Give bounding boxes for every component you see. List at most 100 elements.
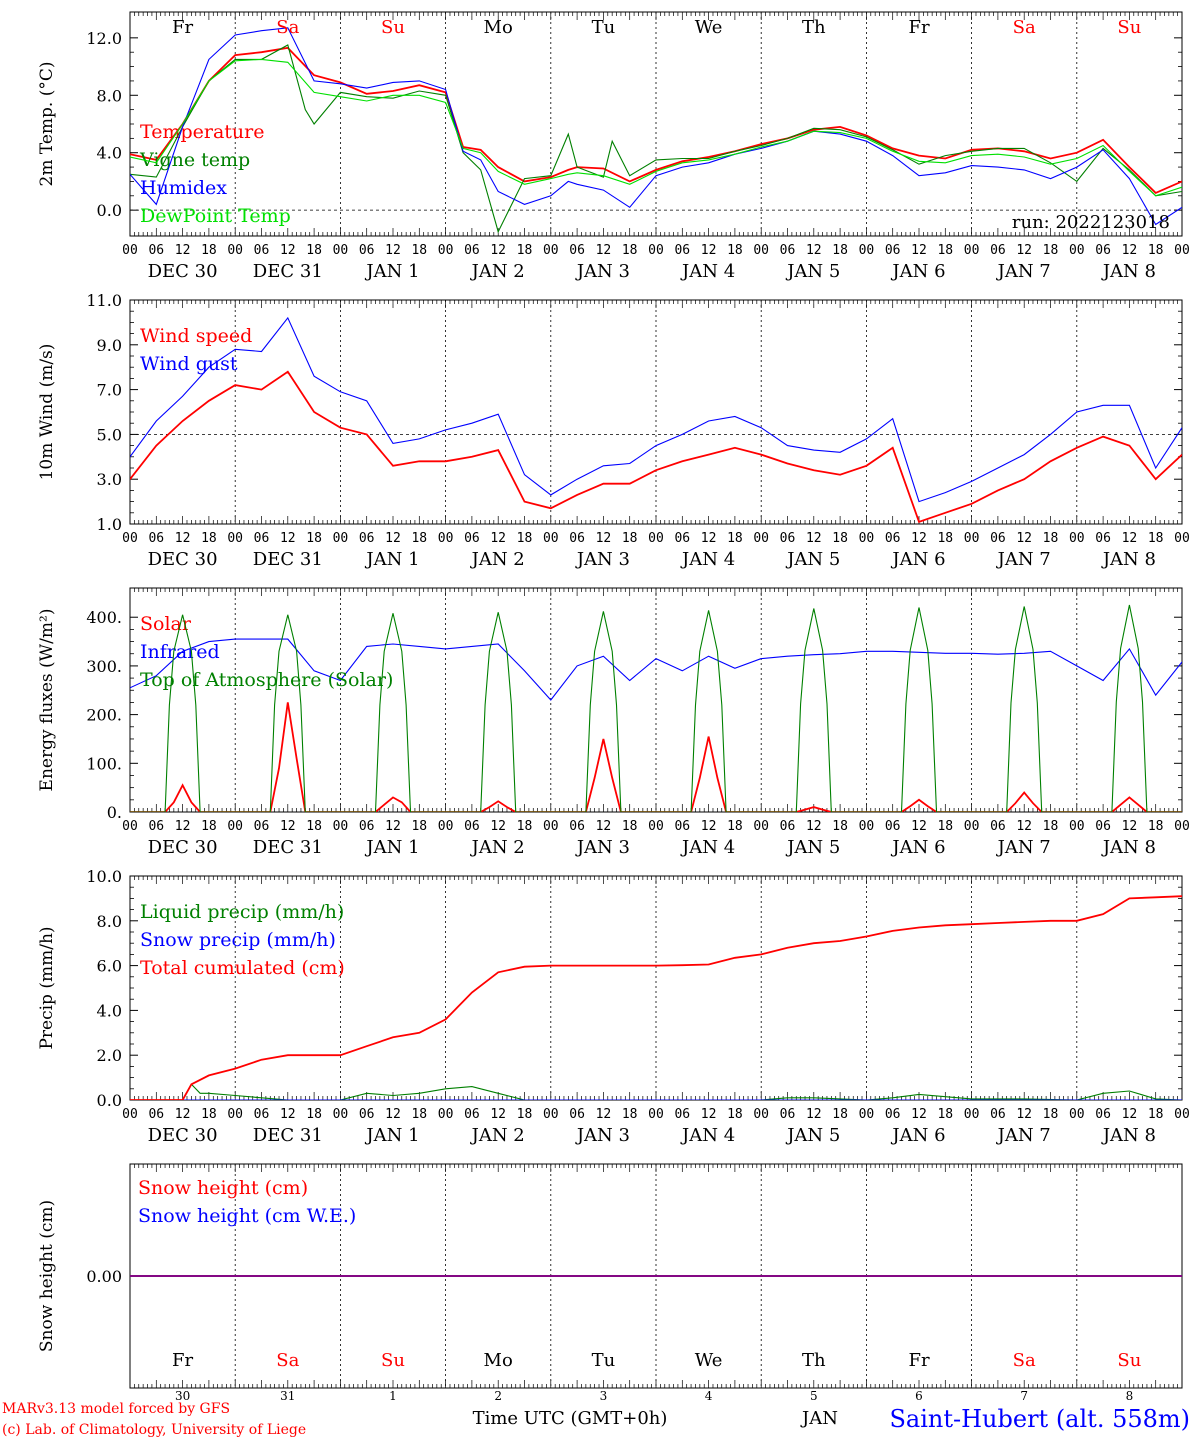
date-label: JAN 6 — [890, 837, 945, 858]
hour-tick-label: 00 — [543, 1107, 559, 1122]
hour-tick-label: 00 — [1174, 531, 1190, 546]
legend-entry: Wind speed — [140, 325, 252, 347]
hour-tick-label: 06 — [1095, 243, 1111, 258]
hour-tick-label: 12 — [385, 819, 401, 834]
hour-tick-label: 12 — [490, 243, 506, 258]
hour-tick-label: 06 — [885, 819, 901, 834]
hour-tick-label: 06 — [464, 243, 480, 258]
hour-tick-label: 00 — [122, 531, 138, 546]
hour-tick-label: 00 — [648, 819, 664, 834]
hour-tick-label: 00 — [333, 819, 349, 834]
hour-tick-label: 12 — [911, 819, 927, 834]
hour-tick-label: 06 — [254, 819, 270, 834]
hour-tick-label: 18 — [937, 1107, 953, 1122]
hour-tick-label: 18 — [1148, 819, 1164, 834]
date-label: JAN 4 — [680, 837, 735, 858]
hour-tick-label: 18 — [1043, 1107, 1059, 1122]
hour-tick-label: 12 — [175, 1107, 191, 1122]
hour-tick-label: 06 — [254, 243, 270, 258]
date-label: JAN 8 — [1101, 549, 1156, 570]
hour-tick-label: 18 — [201, 1107, 217, 1122]
y-tick-label: 4.0 — [97, 144, 122, 163]
legend-entry: Humidex — [140, 177, 227, 199]
hour-tick-label: 00 — [1069, 531, 1085, 546]
hour-tick-label: 00 — [333, 1107, 349, 1122]
date-label: JAN 3 — [575, 549, 630, 570]
y-tick-label: 100. — [86, 754, 122, 773]
hour-tick-label: 18 — [411, 531, 427, 546]
y-tick-label: 11.0 — [86, 291, 122, 310]
hour-tick-label: 06 — [990, 531, 1006, 546]
hour-tick-label: 18 — [1043, 819, 1059, 834]
day-name: Th — [802, 1350, 826, 1371]
hour-tick-label: 12 — [175, 531, 191, 546]
y-tick-label: 200. — [86, 706, 122, 725]
hour-tick-label: 12 — [596, 243, 612, 258]
date-label: JAN 5 — [785, 1125, 840, 1146]
hour-tick-label: 12 — [385, 243, 401, 258]
date-label: DEC 31 — [253, 837, 323, 858]
y-tick-label: 8.0 — [97, 912, 122, 931]
hour-tick-label: 12 — [385, 531, 401, 546]
day-number: 30 — [175, 1389, 190, 1403]
y-tick-label: 12.0 — [86, 29, 122, 48]
hour-tick-label: 00 — [1069, 1107, 1085, 1122]
hour-tick-label: 18 — [201, 243, 217, 258]
hour-tick-label: 00 — [859, 1107, 875, 1122]
series-line-red — [130, 895, 1182, 1100]
date-label: DEC 30 — [148, 837, 218, 858]
date-label: JAN 1 — [364, 1125, 419, 1146]
hour-tick-label: 12 — [701, 243, 717, 258]
hour-tick-label: 12 — [280, 531, 296, 546]
hour-tick-label: 00 — [1069, 243, 1085, 258]
hour-tick-label: 18 — [201, 819, 217, 834]
hour-tick-label: 06 — [780, 243, 796, 258]
legend-entry: Snow precip (mm/h) — [140, 929, 336, 951]
series-line-blue — [130, 316, 1182, 503]
hour-tick-label: 12 — [490, 1107, 506, 1122]
day-name: We — [695, 17, 723, 38]
hour-tick-label: 12 — [806, 531, 822, 546]
hour-tick-label: 00 — [1174, 819, 1190, 834]
series-line-green — [130, 604, 1182, 812]
day-number: 7 — [1020, 1389, 1028, 1403]
day-number: 3 — [600, 1389, 608, 1403]
hour-tick-label: 12 — [596, 531, 612, 546]
hour-tick-label: 12 — [806, 243, 822, 258]
hour-tick-label: 18 — [517, 531, 533, 546]
hour-tick-label: 00 — [227, 819, 243, 834]
hour-tick-label: 00 — [753, 1107, 769, 1122]
hour-tick-label: 12 — [1122, 243, 1138, 258]
y-axis-label: Energy fluxes (W/m²) — [37, 609, 57, 792]
hour-tick-label: 00 — [964, 819, 980, 834]
hour-tick-label: 06 — [254, 1107, 270, 1122]
hour-tick-label: 00 — [227, 1107, 243, 1122]
hour-tick-label: 12 — [596, 1107, 612, 1122]
legend-entry: Snow height (cm) — [138, 1177, 308, 1199]
hour-tick-label: 12 — [385, 1107, 401, 1122]
hour-tick-label: 00 — [859, 819, 875, 834]
hour-tick-label: 12 — [280, 819, 296, 834]
day-name: Mo — [484, 17, 513, 38]
y-tick-label: 4.0 — [97, 1001, 122, 1020]
hour-tick-label: 06 — [569, 819, 585, 834]
hour-tick-label: 18 — [1043, 243, 1059, 258]
hour-tick-label: 00 — [543, 243, 559, 258]
day-name: Sa — [1013, 17, 1036, 38]
y-tick-label: 300. — [86, 657, 122, 676]
y-tick-label: 0.0 — [97, 1091, 122, 1110]
hour-tick-label: 12 — [1122, 819, 1138, 834]
hour-tick-label: 18 — [727, 243, 743, 258]
hour-tick-label: 18 — [306, 1107, 322, 1122]
hour-tick-label: 12 — [806, 1107, 822, 1122]
hour-tick-label: 12 — [1122, 531, 1138, 546]
day-number: 5 — [810, 1389, 818, 1403]
hour-tick-label: 00 — [543, 819, 559, 834]
hour-tick-label: 06 — [674, 531, 690, 546]
hour-tick-label: 06 — [780, 819, 796, 834]
date-label: JAN 2 — [470, 837, 525, 858]
hour-tick-label: 18 — [622, 819, 638, 834]
day-name: Mo — [484, 1350, 513, 1371]
x-axis-label: Time UTC (GMT+0h) — [473, 1408, 668, 1429]
